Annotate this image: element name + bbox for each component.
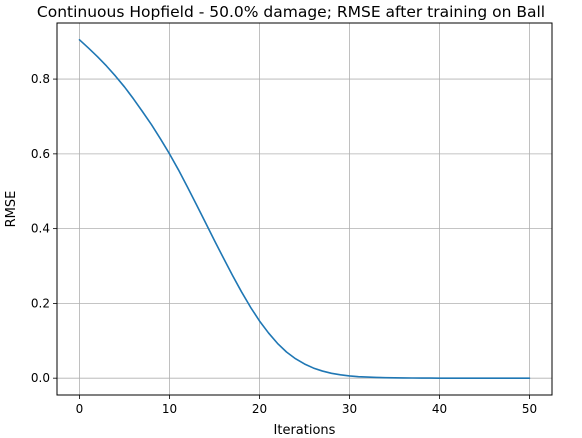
x-tick-label: 10: [162, 402, 177, 416]
x-tick-label: 50: [522, 402, 537, 416]
x-axis-label: Iterations: [274, 423, 336, 438]
series-line-rmse: [78, 39, 531, 379]
y-axis-label: RMSE: [4, 191, 19, 228]
plot-area-frame: [56, 22, 553, 396]
axis-ticks: 0 10 20 30 40 50 0.0 0.2 0.4 0.6 0.8: [31, 72, 537, 416]
y-tick-label: 0.8: [31, 72, 50, 86]
y-tick-label: 0.6: [31, 147, 50, 161]
x-tick-label: 40: [432, 402, 447, 416]
x-tick-label: 30: [342, 402, 357, 416]
x-tick-label: 20: [252, 402, 267, 416]
grid-lines: [57, 23, 552, 395]
y-tick-label: 0.0: [31, 371, 50, 385]
chart-title: Continuous Hopfield - 50.0% damage; RMSE…: [37, 3, 545, 21]
y-tick-label: 0.2: [31, 296, 50, 310]
x-tick-label: 0: [76, 402, 84, 416]
y-tick-label: 0.4: [31, 222, 50, 236]
